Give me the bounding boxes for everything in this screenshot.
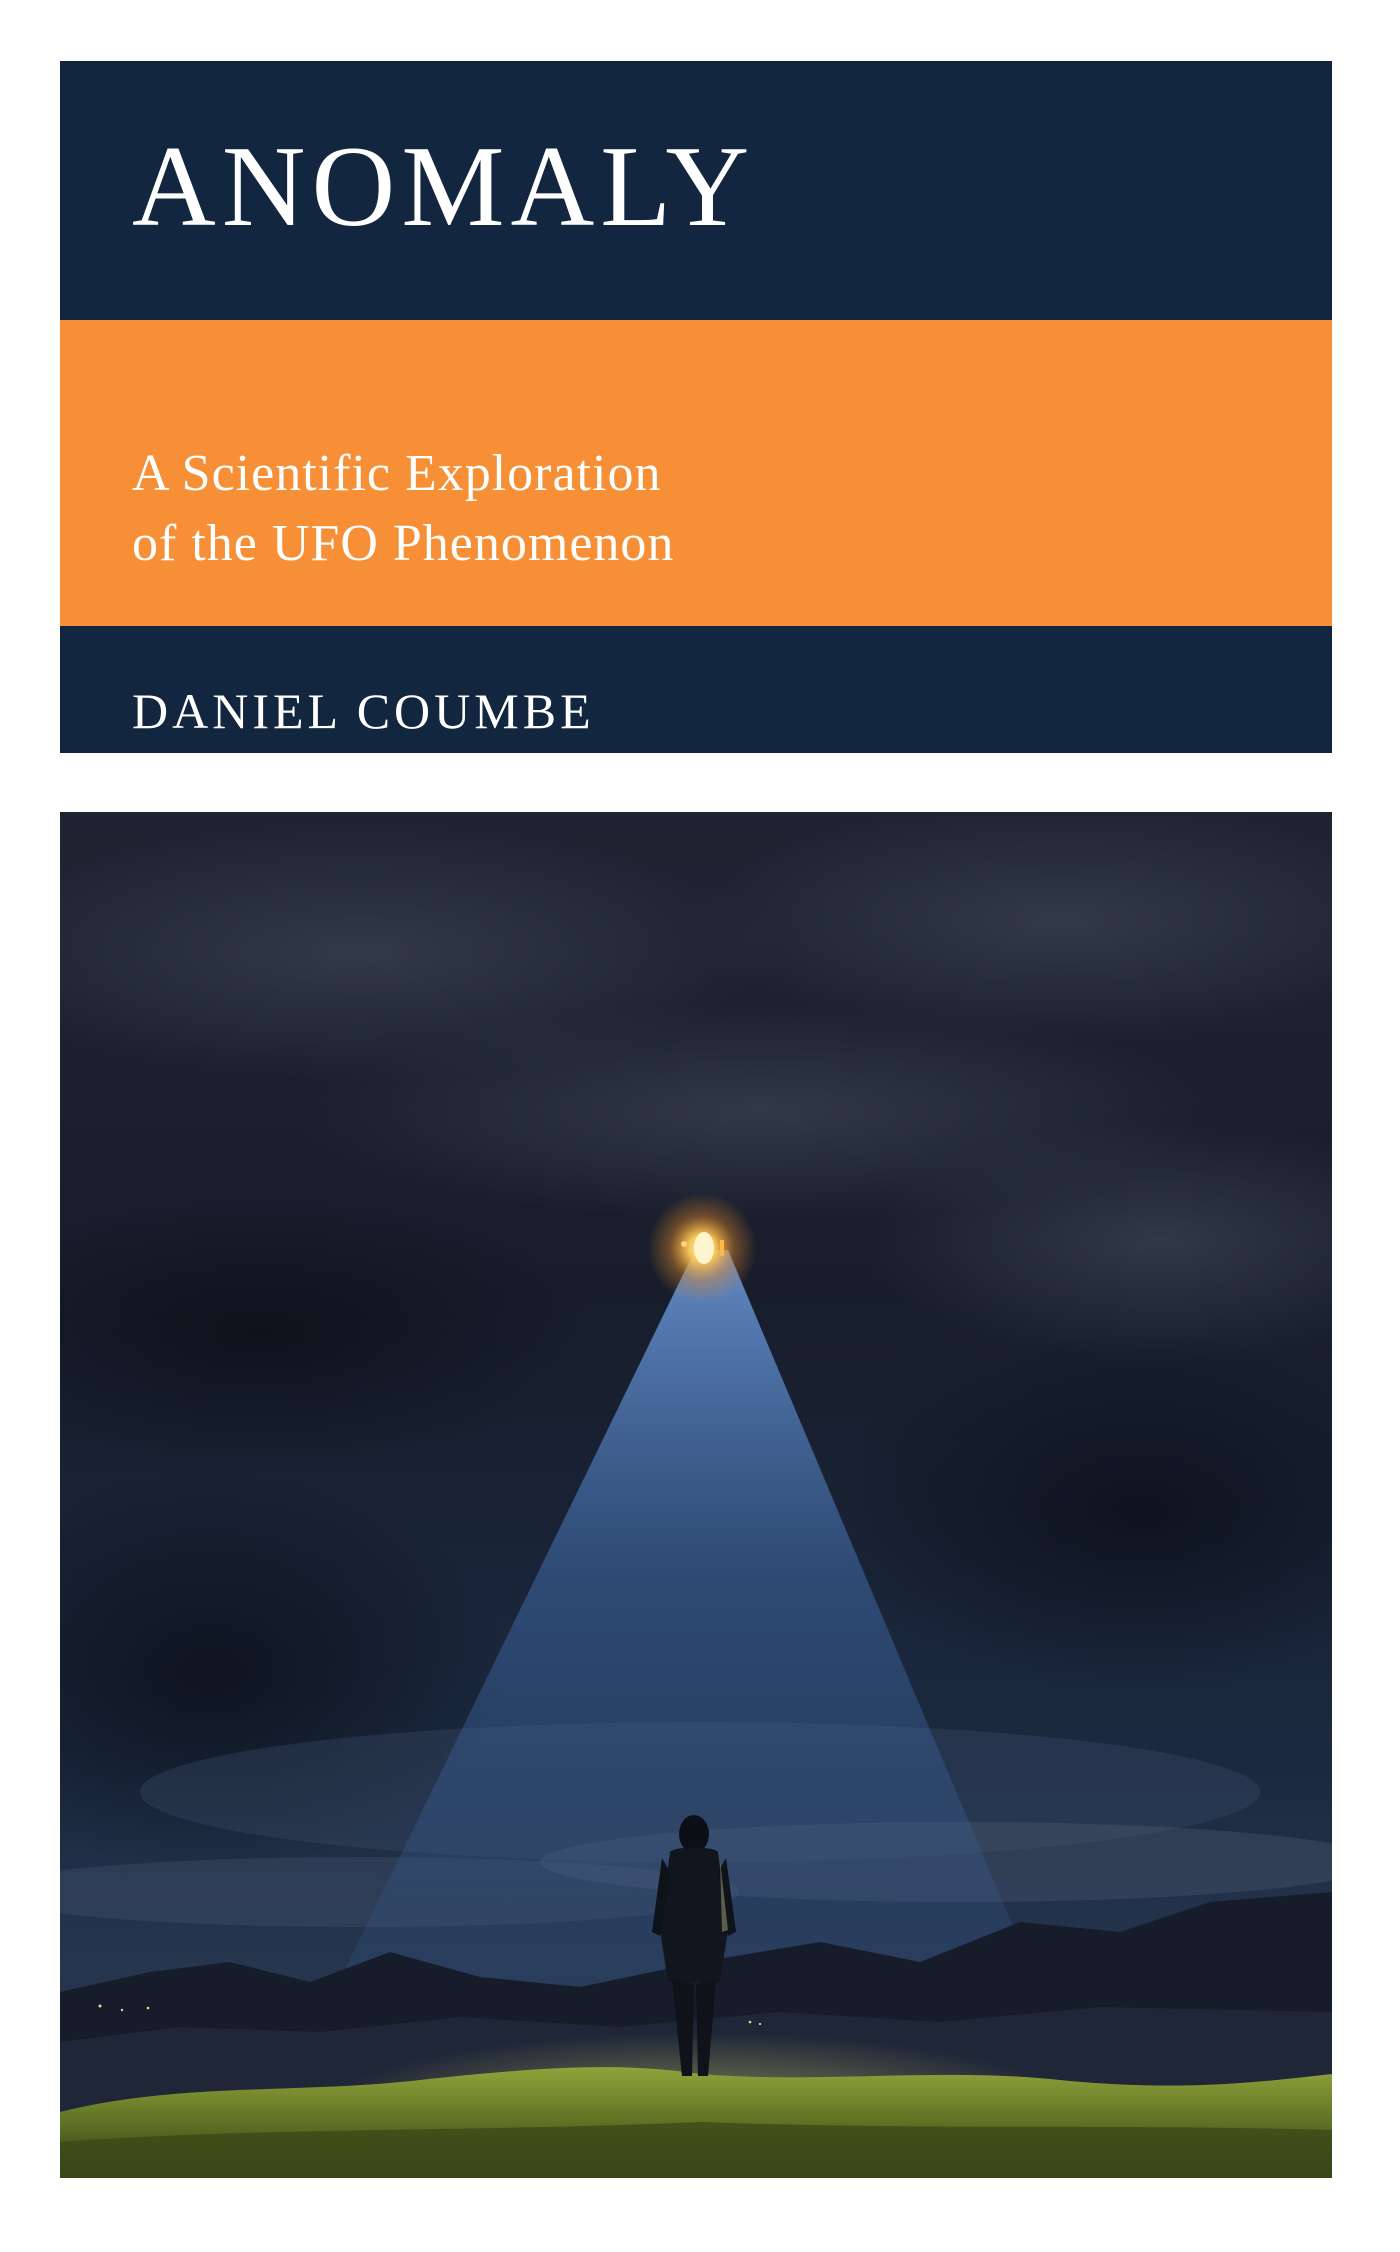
- title-band: [60, 61, 1332, 320]
- author-band: [60, 626, 1332, 753]
- author-name: DANIEL COUMBE: [132, 683, 595, 739]
- cover-header: ANOMALY A Scientific Exploration of the …: [60, 61, 1332, 753]
- cover-artwork: [60, 812, 1332, 2178]
- subtitle-line-2: of the UFO Phenomenon: [132, 515, 675, 572]
- standing-figure: [652, 1815, 736, 2076]
- book-subtitle: A Scientific Exploration of the UFO Phen…: [132, 439, 674, 579]
- book-title: ANOMALY: [132, 123, 756, 251]
- cover-artwork-illustration: [60, 812, 1332, 2178]
- subtitle-line-1: A Scientific Exploration: [132, 445, 662, 502]
- subtitle-band: [60, 320, 1332, 626]
